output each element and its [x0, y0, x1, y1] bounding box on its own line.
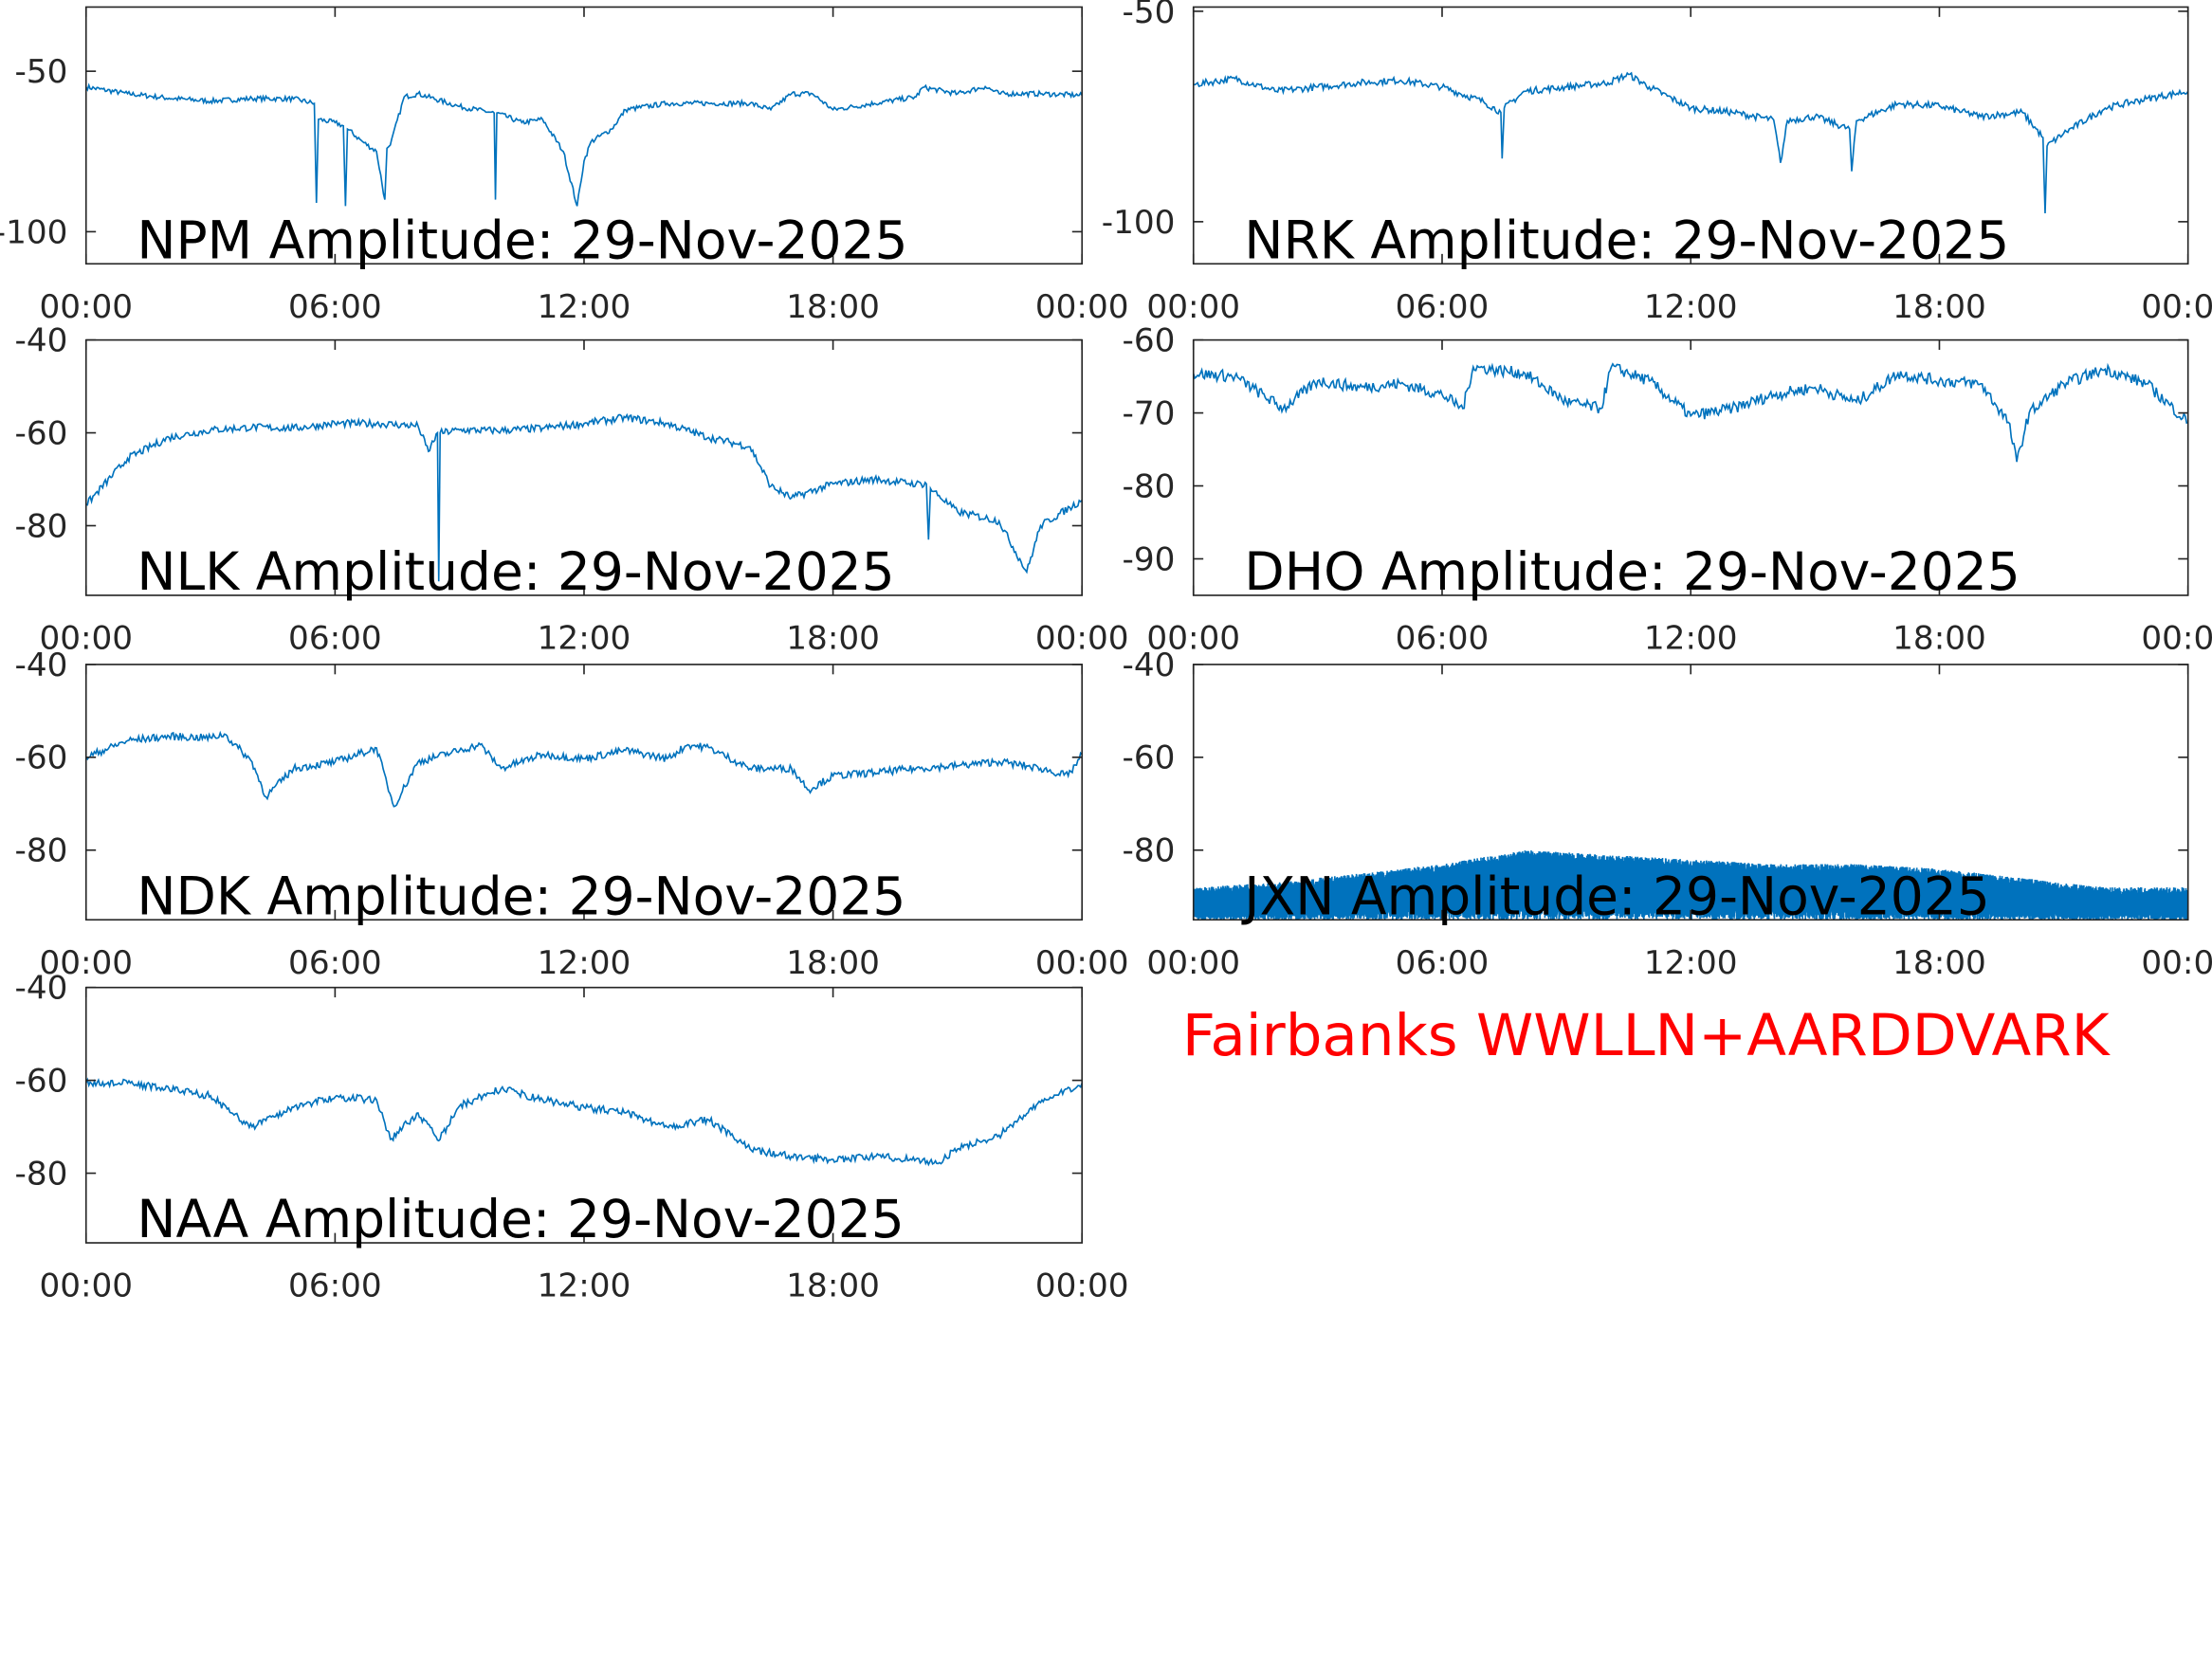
panel-nlk: 00:00 06:00 12:00 18:00 00:00 -40 -60 -80 NLK Am… — [15, 322, 1129, 658]
x-tick-label: 12:00 — [1644, 620, 1738, 658]
x-tick-label: 00:00 — [1035, 620, 1129, 658]
y-tick-label: -70 — [1123, 394, 1176, 432]
panel-nrk: 00:00 06:00 12:00 18:00 00:00 -50 -100 NRK Ampl… — [1102, 0, 2212, 326]
x-tick-label: 00:00 — [2141, 620, 2212, 658]
y-tick-label: -100 — [0, 213, 67, 251]
panel-jxn: 00:00 06:00 12:00 18:00 00:00 -40 -60 -80 JXN Am… — [1123, 647, 2212, 982]
series-line-nlk — [85, 412, 1083, 582]
x-tick-label: 06:00 — [288, 288, 382, 326]
panel-npm: 00:00 06:00 12:00 18:00 00:00 -50 -100 NPM Ampl… — [0, 6, 1129, 326]
x-tick-label: 18:00 — [1892, 620, 1986, 658]
y-tick-label: -80 — [1123, 467, 1176, 505]
x-tick-label: 12:00 — [538, 1267, 631, 1305]
x-tick-label: 00:00 — [1146, 944, 1240, 982]
x-tick-label: 00:00 — [2141, 944, 2212, 982]
x-tick-label: 06:00 — [1396, 288, 1490, 326]
x-tick-label: 18:00 — [786, 944, 880, 982]
x-tick-label: 00:00 — [1035, 1267, 1129, 1305]
x-tick-label: 18:00 — [786, 288, 880, 326]
x-tick-label: 12:00 — [1644, 288, 1738, 326]
panel-naa: 00:00 06:00 12:00 18:00 00:00 -40 -60 -80 NAA Am… — [15, 970, 1129, 1305]
panel-ndk: 00:00 06:00 12:00 18:00 00:00 -40 -60 -80 NDK Am… — [15, 647, 1129, 982]
series-line-naa — [85, 1077, 1083, 1167]
panel-dho: 00:00 06:00 12:00 18:00 00:00 -60 -70 -80 -90 DHO… — [1123, 322, 2212, 658]
y-tick-label: -60 — [15, 414, 68, 452]
x-tick-label: 00:00 — [1035, 944, 1129, 982]
y-tick-label: -100 — [1102, 204, 1176, 242]
x-tick-label: 18:00 — [786, 1267, 880, 1305]
x-tick-label: 06:00 — [288, 1267, 382, 1305]
series-band-jxn — [1193, 850, 2188, 921]
panel-title: NLK Amplitude: 29-Nov-2025 — [137, 541, 894, 602]
x-tick-label: 12:00 — [538, 620, 631, 658]
x-tick-label: 18:00 — [786, 620, 880, 658]
series-line-dho — [1193, 362, 2188, 463]
x-tick-label: 06:00 — [288, 620, 382, 658]
x-tick-label: 00:00 — [2141, 288, 2212, 326]
panel-title: NRK Amplitude: 29-Nov-2025 — [1244, 210, 2009, 270]
series-line-ndk — [85, 730, 1083, 808]
y-tick-label: -40 — [15, 647, 68, 684]
y-tick-label: -80 — [15, 1155, 68, 1193]
y-tick-label: -50 — [1123, 0, 1176, 31]
x-tick-label: 00:00 — [1035, 288, 1129, 326]
x-tick-label: 00:00 — [39, 1267, 133, 1305]
y-tick-label: -40 — [15, 322, 68, 360]
y-tick-label: -80 — [1123, 832, 1176, 870]
x-tick-label: 06:00 — [288, 944, 382, 982]
x-tick-label: 18:00 — [1892, 288, 1986, 326]
y-tick-label: -80 — [15, 507, 68, 545]
y-tick-label: -60 — [1123, 739, 1176, 777]
y-tick-label: -90 — [1123, 540, 1176, 578]
panel-title: NDK Amplitude: 29-Nov-2025 — [137, 866, 905, 926]
series-line-npm — [85, 82, 1083, 207]
x-tick-label: 00:00 — [39, 620, 133, 658]
x-tick-label: 06:00 — [1396, 620, 1490, 658]
y-tick-label: -40 — [1123, 647, 1176, 684]
panel-title: NPM Amplitude: 29-Nov-2025 — [137, 210, 907, 270]
x-tick-label: 12:00 — [1644, 944, 1738, 982]
series-line-nrk — [1193, 71, 2188, 214]
x-tick-label: 06:00 — [1396, 944, 1490, 982]
x-tick-label: 12:00 — [538, 288, 631, 326]
y-tick-label: -60 — [15, 739, 68, 777]
x-tick-label: 12:00 — [538, 944, 631, 982]
x-tick-label: 18:00 — [1892, 944, 1986, 982]
caption-text: Fairbanks WWLLN+AARDDVARK — [1182, 1002, 2111, 1069]
y-tick-label: -60 — [1123, 322, 1176, 360]
y-tick-label: -50 — [15, 53, 68, 91]
x-tick-label: 00:00 — [39, 288, 133, 326]
panel-title: DHO Amplitude: 29-Nov-2025 — [1244, 541, 2020, 602]
x-tick-label: 00:00 — [1146, 288, 1240, 326]
y-tick-label: -60 — [15, 1063, 68, 1101]
x-tick-label: 00:00 — [39, 944, 133, 982]
y-tick-label: -40 — [15, 970, 68, 1008]
panel-title: NAA Amplitude: 29-Nov-2025 — [137, 1189, 904, 1249]
x-tick-label: 00:00 — [1146, 620, 1240, 658]
panel-title: JXN Amplitude: 29-Nov-2025 — [1241, 866, 1990, 926]
y-tick-label: -80 — [15, 832, 68, 870]
